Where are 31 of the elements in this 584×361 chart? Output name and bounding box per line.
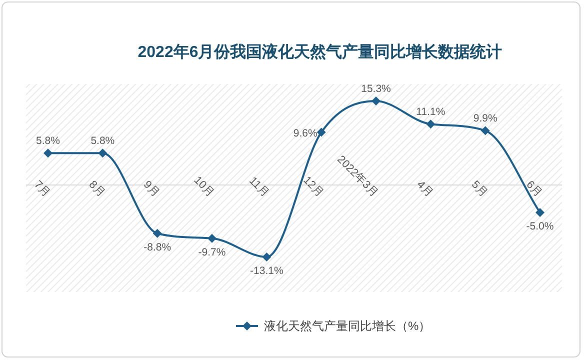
data-label: 5.8%: [90, 135, 115, 148]
data-label: -5.0%: [526, 220, 554, 233]
x-tick-label: 8月: [86, 178, 107, 200]
point: [208, 234, 216, 243]
x-tick-label: 11月: [246, 174, 271, 200]
x-tick-label: 9月: [141, 178, 162, 200]
point: [152, 228, 162, 238]
point: [536, 208, 544, 218]
data-label: 5.8%: [36, 135, 60, 148]
data-label: -13.1%: [250, 265, 284, 277]
chart-title: 2022年6月份我国液化天然气产量同比增长数据统计: [138, 43, 502, 61]
point: [98, 148, 108, 158]
legend-label: 液化天然气产量同比增长（%）: [264, 319, 431, 333]
x-tick-label: 12月: [300, 174, 326, 200]
x-tick-label: 4月: [414, 178, 435, 200]
point: [44, 148, 52, 158]
data-label: -8.8%: [144, 241, 172, 254]
data-label: 11.1%: [416, 106, 446, 118]
point: [480, 126, 490, 136]
x-tick-label: 5月: [469, 178, 490, 200]
point: [426, 120, 436, 129]
x-tick-label: 10月: [191, 174, 216, 200]
point: [262, 252, 272, 262]
point: [316, 128, 326, 137]
data-label: -9.7%: [198, 246, 226, 258]
point: [372, 96, 380, 106]
data-label: 15.3%: [361, 83, 391, 95]
x-tick-label: 7月: [32, 178, 52, 200]
data-label: 9.6%: [293, 127, 318, 140]
data-label: 9.9%: [473, 112, 498, 125]
x-tick-label: 6月: [524, 178, 544, 200]
